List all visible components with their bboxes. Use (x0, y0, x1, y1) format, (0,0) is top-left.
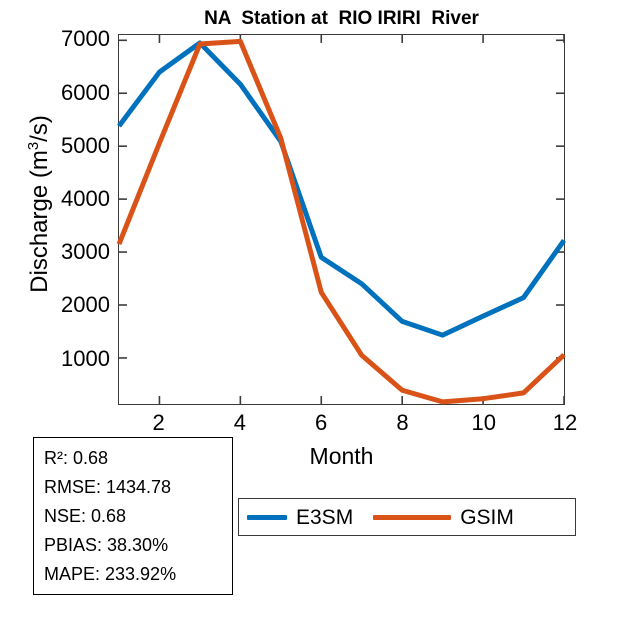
y-tick-label: 2000 (61, 292, 110, 318)
y-axis-label-base: Discharge (m (26, 150, 53, 293)
x-tick-label: 2 (152, 410, 165, 435)
series-line-gsim (116, 38, 566, 405)
tick-marks (119, 35, 565, 404)
x-axis-label: Month (309, 443, 374, 469)
stat-line: NSE: 0.68 (44, 506, 127, 526)
legend-label-e3sm: E3SM (296, 505, 354, 529)
stat-line: R²: 0.68 (44, 448, 109, 468)
y-tick-label: 5000 (61, 132, 110, 158)
x-tick-label: 4 (233, 410, 247, 435)
y-axis-label-exponent: 3 (26, 141, 42, 151)
stat-line: RMSE: 1434.78 (44, 477, 172, 497)
legend-entry-e3sm[interactable]: E3SM (239, 499, 353, 535)
legend-label-gsim: GSIM (460, 505, 514, 529)
y-tick-label: 3000 (61, 239, 110, 265)
x-tick-label: 6 (315, 410, 328, 435)
legend-entry-gsim[interactable]: GSIM (353, 499, 514, 535)
series-line-e3sm (117, 40, 567, 338)
y-tick-label: 6000 (61, 79, 110, 105)
y-axis-label: Discharge (m3/s) (26, 24, 54, 384)
legend-swatch-e3sm (247, 514, 287, 520)
x-axis-tick-labels: 2 4 6 8 10 12 (0, 410, 625, 442)
plot-svg (116, 35, 567, 405)
chart-title: NA Station at RIO IRIRI River (204, 8, 479, 29)
x-tick-label: 8 (396, 410, 409, 435)
chart-legend: E3SM GSIM (238, 498, 576, 536)
plot-area (116, 34, 567, 405)
y-tick-label: 7000 (61, 26, 110, 52)
y-axis-tick-labels: 1000 2000 3000 4000 5000 6000 7000 (0, 0, 110, 625)
y-tick-label: 4000 (61, 186, 110, 211)
y-tick-label: 1000 (61, 345, 110, 371)
series-lines (116, 38, 567, 405)
x-tick-label: 10 (471, 410, 496, 435)
x-tick-label: 12 (552, 410, 578, 435)
y-axis-label-tail: /s) (26, 115, 53, 142)
legend-swatch-gsim (373, 514, 452, 520)
stat-line: MAPE: 233.92% (44, 564, 177, 584)
statistics-box: R²: 0.68 RMSE: 1434.78 NSE: 0.68 PBIAS: 38.… (33, 437, 233, 595)
stat-line: PBIAS: 38.30% (44, 535, 169, 555)
